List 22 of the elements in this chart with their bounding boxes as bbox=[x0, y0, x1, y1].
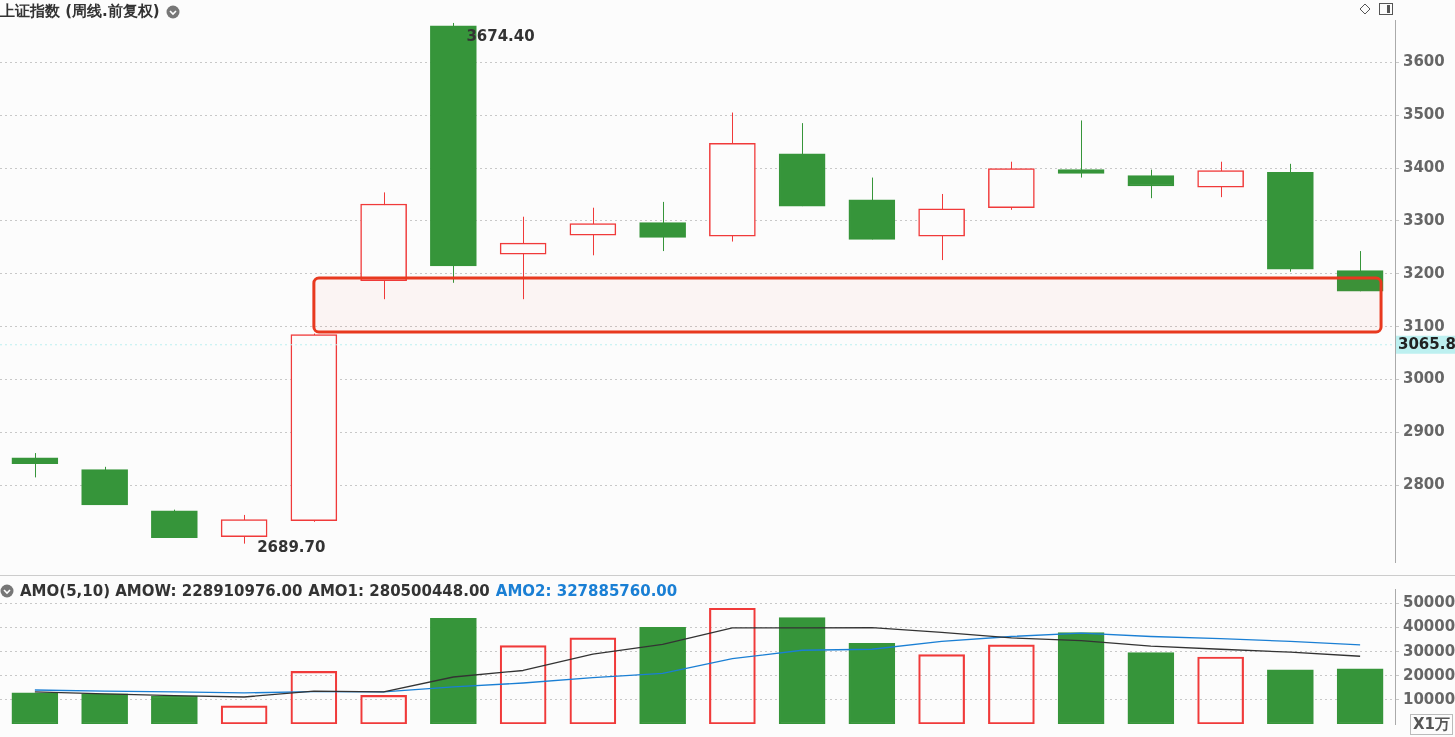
text: AMO1: 280500448.00 bbox=[308, 582, 490, 600]
chart-title: AMO(5,10) AMOW: 228910976.00 bbox=[20, 582, 303, 600]
y-tick-label: 3100 bbox=[1403, 316, 1445, 335]
candlestick bbox=[499, 216, 547, 300]
y-tick-label: 3400 bbox=[1403, 157, 1445, 176]
y-tick-label: 2900 bbox=[1403, 422, 1445, 441]
chart-title: 上证指数 (周线.前复权) bbox=[0, 2, 160, 21]
y-tick-label: 40000 bbox=[1403, 617, 1455, 636]
y-tick-label: 3200 bbox=[1403, 263, 1445, 282]
y-tick-label: 3300 bbox=[1403, 210, 1445, 229]
text: AMO2: 327885760.00 bbox=[495, 582, 678, 600]
y-axis-title: X1万 bbox=[1409, 714, 1453, 735]
y-tick-label: 3600 bbox=[1403, 52, 1445, 71]
y-tick-label: 50000 bbox=[1403, 593, 1455, 612]
annotation: 2689.70 bbox=[257, 537, 326, 556]
y-tick-label: 3000 bbox=[1403, 369, 1445, 388]
y-tick-label: 2800 bbox=[1403, 475, 1445, 494]
y-tick-label: 20000 bbox=[1403, 665, 1455, 684]
ref-line-label: 3065.8 bbox=[1398, 334, 1455, 353]
y-tick-label: 10000 bbox=[1403, 689, 1455, 708]
y-tick-label: 3500 bbox=[1403, 105, 1445, 124]
y-tick-label: 30000 bbox=[1403, 641, 1455, 660]
